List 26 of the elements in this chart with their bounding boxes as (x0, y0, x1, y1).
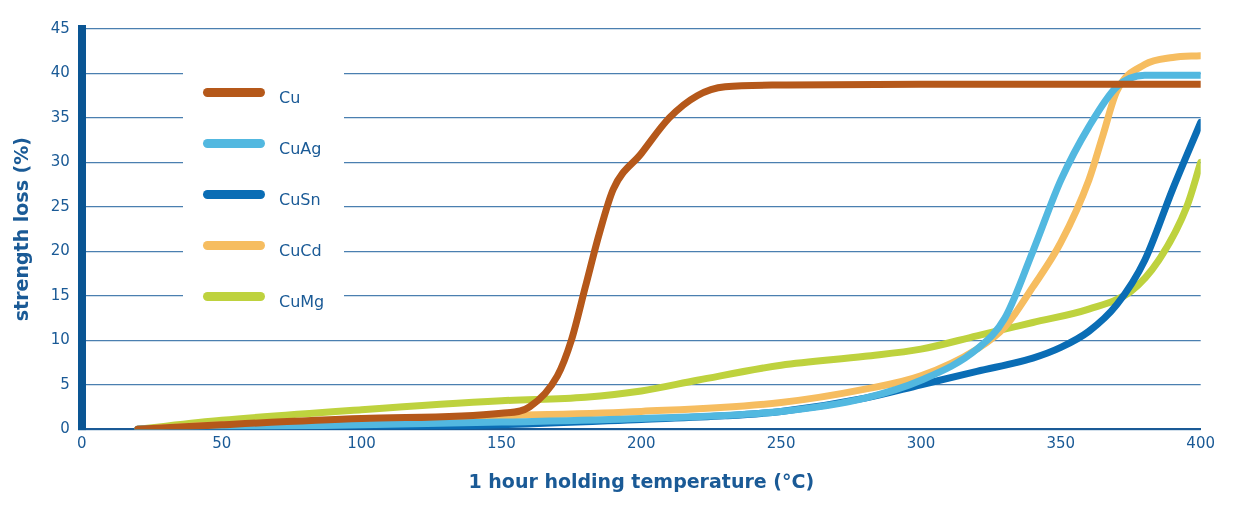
x-tick-label: 0 (77, 434, 87, 453)
x-tick-label: 200 (626, 434, 656, 453)
y-axis-title: strength loss (%) (10, 137, 33, 322)
x-tick-label: 250 (766, 434, 796, 453)
x-tick-label: 300 (906, 434, 936, 453)
y-tick-label: 20 (50, 241, 70, 260)
x-tick-label: 350 (1046, 434, 1076, 453)
y-tick-label: 0 (60, 419, 70, 438)
legend-label: Cu (279, 88, 301, 107)
y-tick-label: 5 (60, 374, 70, 393)
x-tick-label: 150 (487, 434, 516, 453)
y-tick-label: 30 (50, 152, 70, 171)
y-tick-label: 15 (50, 285, 70, 304)
legend-label: CuCd (279, 241, 322, 260)
x-tick-label: 100 (347, 434, 376, 453)
y-tick-label: 10 (50, 330, 70, 349)
y-tick-label: 35 (50, 107, 70, 126)
y-tick-label: 25 (50, 196, 70, 215)
x-tick-label: 50 (212, 434, 232, 453)
legend-label: CuAg (279, 139, 322, 158)
x-tick-label: 400 (1186, 434, 1216, 453)
legend-label: CuMg (279, 292, 325, 311)
legend-label: CuSn (279, 190, 321, 209)
x-axis-title: 1 hour holding temperature (°C) (468, 469, 815, 492)
y-tick-label: 45 (50, 18, 70, 37)
y-tick-label: 40 (50, 63, 70, 82)
